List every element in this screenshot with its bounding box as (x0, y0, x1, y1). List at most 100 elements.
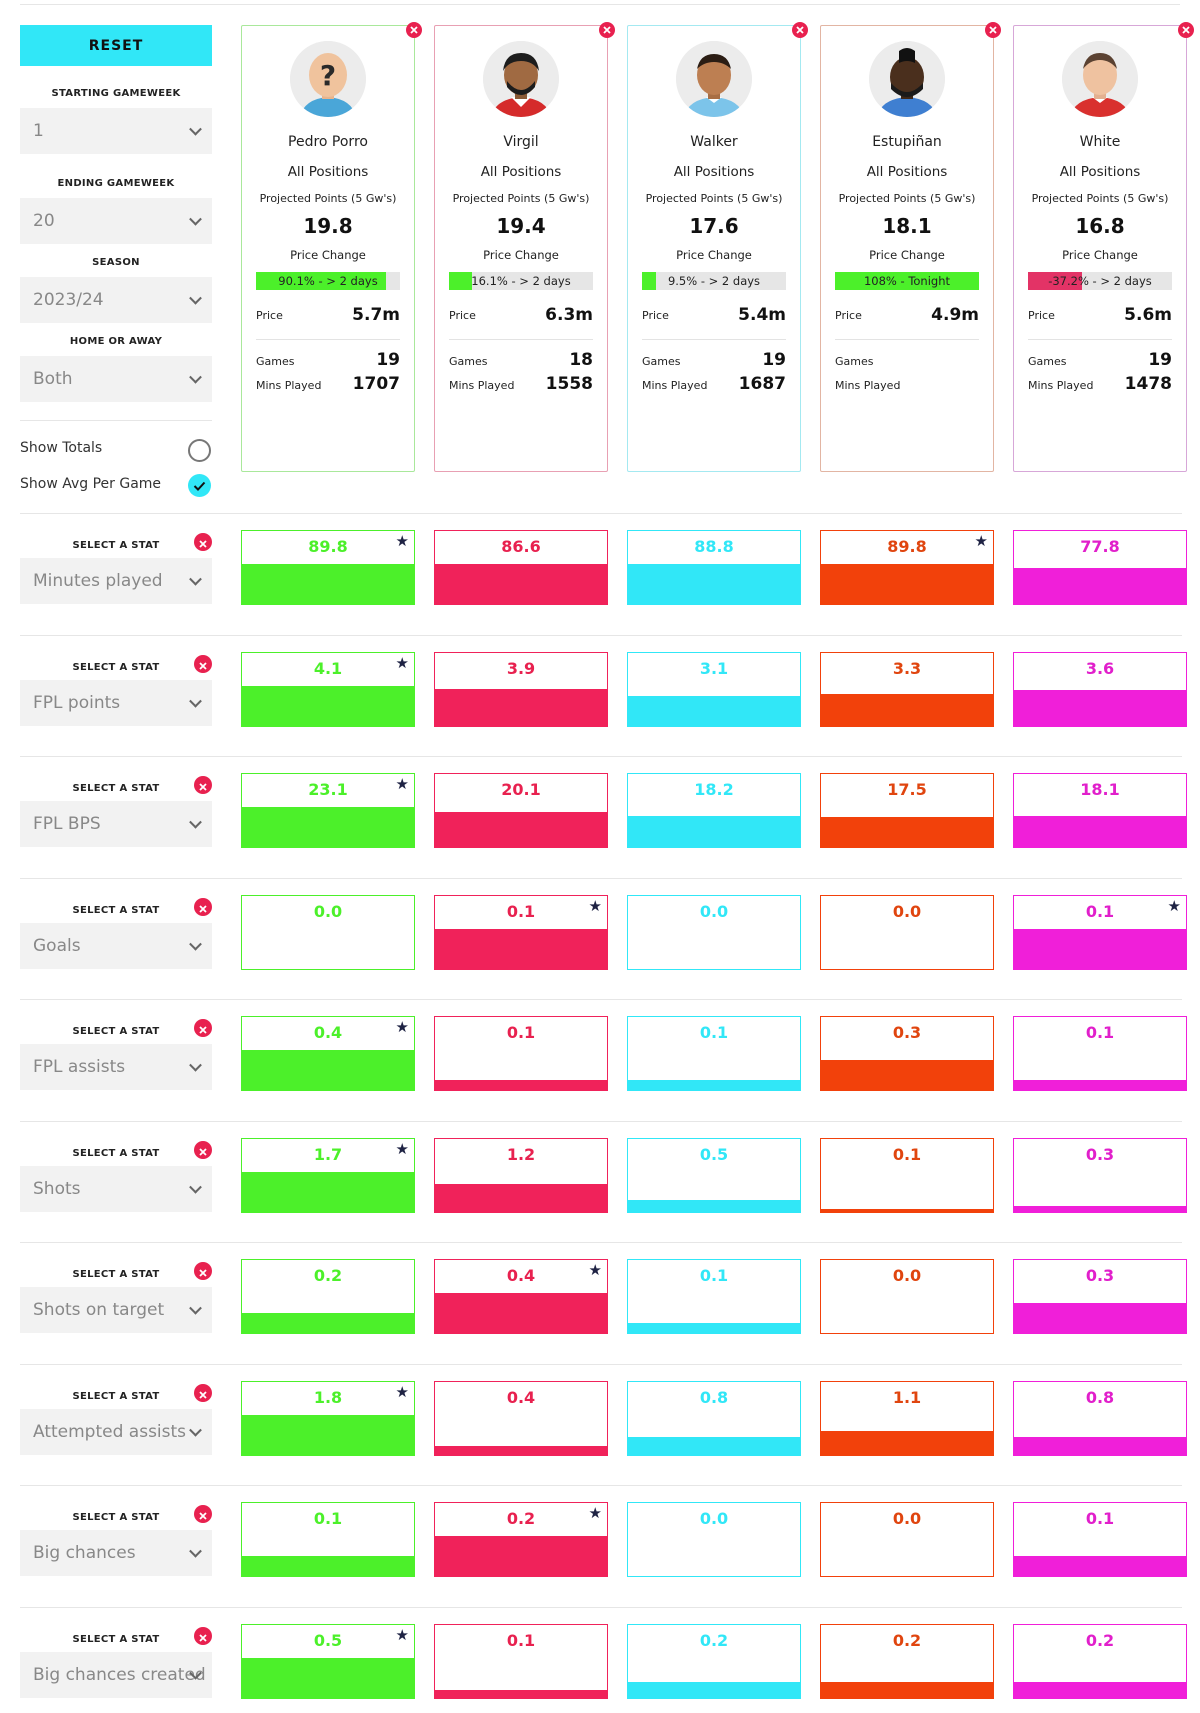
select-stat-label: SELECT A STAT (72, 1512, 160, 1523)
show-totals-radio[interactable] (188, 439, 211, 462)
stat-select-value: Shots on target (33, 1300, 165, 1320)
stat-value: 0.2 (1085, 1631, 1115, 1650)
remove-stat-button[interactable] (194, 1627, 212, 1645)
price-change-text: -37.2% - > 2 days (1048, 274, 1152, 288)
walker-avatar (676, 41, 752, 117)
stat-value-fill (1014, 1206, 1186, 1212)
player-card: White All Positions Projected Points (5 Gw… (1013, 25, 1187, 472)
stat-value: 1.7 (313, 1145, 343, 1164)
season-select[interactable]: 2023/24 (20, 277, 212, 323)
star-icon: ★ (395, 1383, 409, 1401)
stat-select[interactable]: Attempted assists (20, 1409, 212, 1455)
close-icon (199, 776, 207, 795)
stat-value-box: 1.7 ★ (241, 1138, 415, 1213)
player-card: Estupiñan All Positions Projected Points (… (820, 25, 994, 472)
stat-value: 1.2 (506, 1145, 536, 1164)
price-label: Price (642, 309, 669, 322)
remove-stat-button[interactable] (194, 1384, 212, 1402)
reset-button[interactable]: RESET (20, 25, 212, 66)
stat-value-box: 0.1 (1013, 1016, 1187, 1091)
stat-select[interactable]: Shots on target (20, 1287, 212, 1333)
close-icon (603, 26, 611, 34)
stat-value: 3.6 (1085, 659, 1115, 678)
stat-value: 0.8 (699, 1388, 729, 1407)
stat-value-box: 0.8 (627, 1381, 801, 1456)
games-label: Games (256, 355, 295, 368)
stat-select[interactable]: Minutes played (20, 558, 212, 604)
remove-player-button[interactable] (406, 22, 422, 38)
chevron-down-icon (189, 1301, 202, 1315)
ending-gameweek-select[interactable]: 20 (20, 198, 212, 244)
stat-value-box: 20.1 (434, 773, 608, 848)
remove-stat-button[interactable] (194, 1019, 212, 1037)
stat-value-fill (242, 1313, 414, 1333)
stat-value: 0.1 (1085, 1023, 1115, 1042)
home-away-label: HOME OR AWAY (69, 336, 163, 347)
stat-select-value: FPL assists (33, 1057, 126, 1077)
select-stat-label: SELECT A STAT (72, 662, 160, 673)
stat-value-box: 23.1 ★ (241, 773, 415, 848)
remove-stat-button[interactable] (194, 655, 212, 673)
stat-select[interactable]: Big chances (20, 1530, 212, 1576)
stat-value: 0.2 (699, 1631, 729, 1650)
stat-value-box: 0.2 (820, 1624, 994, 1699)
chevron-down-icon (189, 370, 202, 384)
remove-stat-button[interactable] (194, 776, 212, 794)
price-label: Price (256, 309, 283, 322)
stat-value: 0.1 (1085, 902, 1115, 921)
season-label: SEASON (92, 257, 140, 268)
starting-gameweek-select[interactable]: 1 (20, 108, 212, 154)
close-icon (199, 1262, 207, 1281)
stat-value-fill (242, 1050, 414, 1090)
stat-select[interactable]: Shots (20, 1166, 212, 1212)
stat-value-fill (821, 1431, 993, 1455)
chevron-down-icon (189, 572, 202, 586)
remove-stat-button[interactable] (194, 898, 212, 916)
close-icon (410, 26, 418, 34)
stat-select[interactable]: Goals (20, 923, 212, 969)
chevron-down-icon (189, 694, 202, 708)
select-stat-label: SELECT A STAT (72, 1148, 160, 1159)
stat-select[interactable]: FPL BPS (20, 801, 212, 847)
price-change-label: Price Change (1062, 248, 1138, 262)
stat-value: 3.1 (699, 659, 729, 678)
home-away-select[interactable]: Both (20, 356, 212, 402)
remove-player-button[interactable] (599, 22, 615, 38)
player-card: Walker All Positions Projected Points (5 G… (627, 25, 801, 472)
player-name: Virgil (503, 134, 539, 150)
show-avg-radio[interactable] (188, 474, 211, 497)
stat-value-box: 0.2 (1013, 1624, 1187, 1699)
stat-value-box: 1.2 (434, 1138, 608, 1213)
stat-select[interactable]: Big chances created (20, 1652, 212, 1698)
unknown-avatar: ? (290, 41, 366, 117)
projected-points-value: 17.6 (689, 214, 739, 238)
remove-player-button[interactable] (985, 22, 1001, 38)
stat-value-box: 0.1 ★ (434, 895, 608, 970)
starting-gameweek-value: 1 (33, 121, 44, 141)
price-label: Price (1028, 309, 1055, 322)
mins-played-value: 1478 (1124, 374, 1172, 394)
stat-value-box: 0.0 (820, 895, 994, 970)
stat-value: 0.1 (892, 1145, 922, 1164)
price-value: 5.6m (1124, 305, 1172, 325)
stat-value-fill (628, 816, 800, 847)
projected-points-value: 18.1 (882, 214, 932, 238)
stat-select[interactable]: FPL assists (20, 1044, 212, 1090)
star-icon: ★ (395, 1018, 409, 1036)
select-stat-label: SELECT A STAT (72, 905, 160, 916)
stat-value: 0.1 (313, 1509, 343, 1528)
remove-player-button[interactable] (792, 22, 808, 38)
stat-select[interactable]: FPL points (20, 680, 212, 726)
stat-value-fill (435, 689, 607, 726)
price-change-text: 108% - Tonight (863, 274, 951, 288)
stat-row-divider (20, 635, 1182, 636)
remove-stat-button[interactable] (194, 533, 212, 551)
stat-value-box: 0.3 (820, 1016, 994, 1091)
remove-stat-button[interactable] (194, 1262, 212, 1280)
show-totals-label: Show Totals (20, 440, 103, 456)
stat-value-box: 89.8 ★ (820, 530, 994, 605)
stat-value: 17.5 (887, 780, 927, 799)
remove-stat-button[interactable] (194, 1505, 212, 1523)
remove-stat-button[interactable] (194, 1141, 212, 1159)
remove-player-button[interactable] (1178, 22, 1194, 38)
